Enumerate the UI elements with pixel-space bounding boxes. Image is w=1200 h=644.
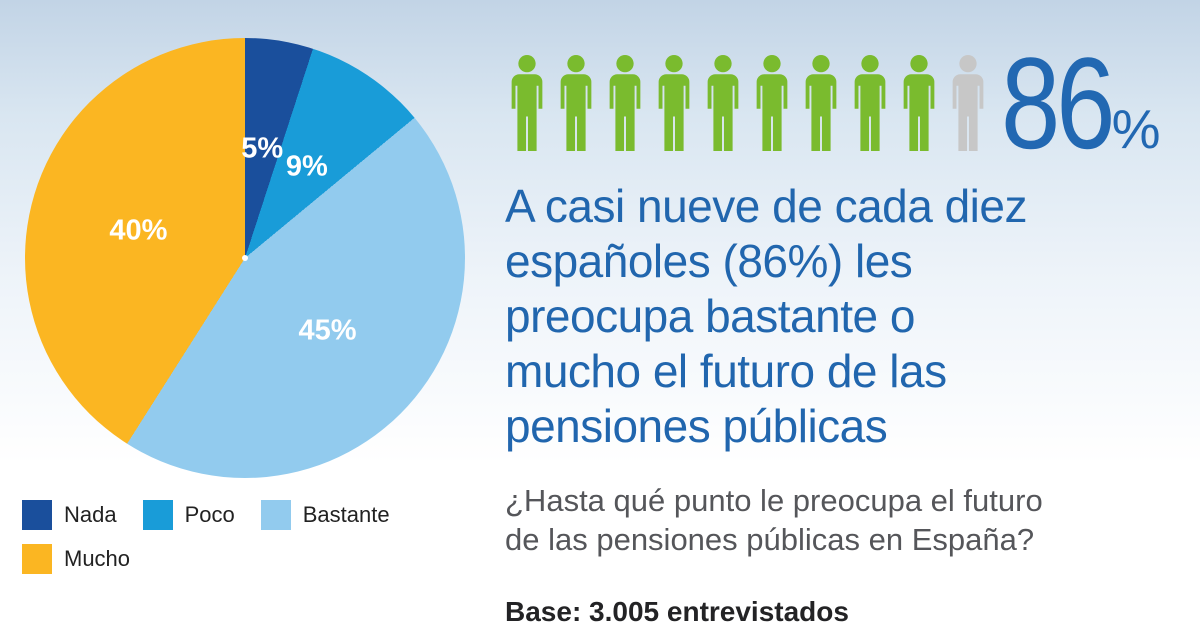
pictogram-row: 86 %: [505, 29, 1185, 176]
pie-slice-label: 9%: [285, 150, 328, 183]
person-icon: [505, 55, 554, 151]
legend-label: Nada: [64, 502, 117, 527]
legend-item: Nada: [22, 500, 117, 530]
legend-item: Mucho: [22, 544, 130, 574]
survey-question: ¿Hasta qué punto le preocupa el futuro d…: [505, 483, 1043, 557]
big-stat: 86 %: [1001, 29, 1161, 176]
base-note: Base: 3.005 entrevistados: [505, 596, 849, 627]
legend-label: Poco: [184, 502, 235, 527]
legend-item: Bastante: [260, 500, 390, 530]
pie-chart: 5% 9% 45% 40%: [25, 38, 465, 478]
headline: A casi nueve de cada diez españoles (86%…: [505, 180, 1027, 452]
right-column: 86 % A casi nueve de cada diez españoles…: [505, 0, 1185, 628]
person-icon: [799, 55, 848, 151]
person-icon: [603, 55, 652, 151]
big-stat-number: 86: [1001, 29, 1115, 176]
legend-label: Mucho: [64, 546, 131, 571]
pictogram-figures: [505, 55, 995, 151]
legend-swatch: [22, 500, 52, 530]
legend-swatch: [22, 544, 52, 574]
person-icon: [946, 55, 995, 151]
person-icon: [750, 55, 799, 151]
person-icon: [652, 55, 701, 151]
legend-item: Poco: [142, 500, 235, 530]
legend-label: Bastante: [302, 502, 390, 527]
legend-swatch: [260, 500, 291, 530]
pie-slice-label: 5%: [241, 132, 284, 165]
legend-swatch: [142, 500, 173, 530]
person-icon: [897, 55, 946, 151]
pie-center-dot: [242, 255, 248, 261]
pie-slice-label: 45%: [298, 314, 357, 347]
pie-legend: Nada Poco Bastante Mucho: [22, 500, 472, 588]
big-stat-percent-sign: %: [1111, 98, 1161, 161]
person-icon: [554, 55, 603, 151]
person-icon: [701, 55, 750, 151]
person-icon: [848, 55, 897, 151]
pie-slice-label: 40%: [109, 214, 168, 247]
